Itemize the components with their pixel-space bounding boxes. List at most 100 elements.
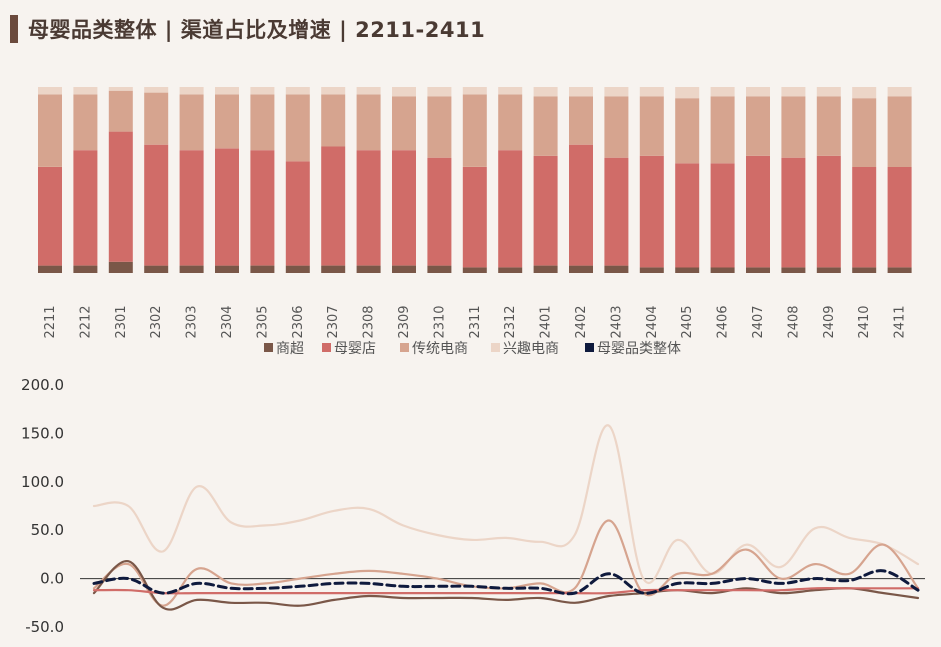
bar-segment [215,148,239,266]
bar-x-tick-label: 2411 [893,305,908,338]
bar-segment [356,87,381,95]
bar-segment [356,150,381,266]
bar-segment [569,87,593,97]
bar-segment [215,87,239,95]
line-y-tick-label: 200.0 [21,376,64,394]
bar-x-tick-label: 2402 [574,305,589,338]
bar-x-tick-label: 2405 [680,305,695,338]
bar-segment [746,96,770,156]
bar-segment [250,265,275,273]
bar-segment [533,87,558,97]
bar-segment [392,265,416,273]
bar-x-tick-label: 2309 [397,305,412,338]
legend-swatch [585,343,594,352]
bar-segment [675,267,700,273]
chart-title: 母婴品类整体 | 渠道占比及增速 | 2211-2411 [10,12,485,46]
bar-segment [887,87,912,97]
bar-segment [569,265,593,273]
bar-segment [356,94,381,151]
bar-x-tick-label: 2401 [539,305,554,338]
bar-segment [781,157,806,268]
bar-segment [852,267,877,273]
bar-segment [38,87,62,95]
bar-x-tick-label: 2310 [432,305,447,338]
line-series-overall [92,569,920,596]
legend-label: 母婴店 [334,341,376,357]
bar-segment [604,157,629,266]
stacked-bar-chart [38,87,912,273]
bar-segment [108,131,133,262]
bar-segment [250,150,275,266]
bar-x-tick-label: 2305 [255,305,270,338]
bar-segment [639,87,664,97]
legend-label: 商超 [276,341,304,357]
bar-segment [427,265,452,273]
bar-segment [533,265,558,273]
bar-segment [285,87,310,95]
bar-segment [144,144,169,266]
bar-segment [569,144,593,266]
legend-swatch [264,343,273,352]
bar-segment [73,150,98,266]
title-text: 母婴品类整体 | 渠道占比及增速 | 2211-2411 [28,18,486,42]
bar-segment [852,167,877,268]
bar-segment [356,265,381,273]
legend-swatch [400,343,409,352]
bar-segment [38,167,62,266]
bar-segment [321,94,346,147]
bar-x-axis-labels: 2211 2212 2301 2302 2303 2304 2305 2306 2307 2308… [43,305,908,338]
legend-swatch [491,343,500,352]
line-y-tick-label: 150.0 [21,424,64,442]
bar-segment [498,150,523,268]
bar-segment [498,87,523,95]
bar-segment [887,167,912,268]
bar-segment [781,87,806,97]
bar-segment [392,87,416,97]
bar-x-tick-label: 2311 [468,305,483,338]
bar-segment [427,157,452,266]
bar-segment [427,87,452,97]
bar-segment [321,146,346,266]
bar-segment [38,265,62,273]
bar-segment [816,87,841,97]
bar-segment [710,267,735,273]
bar-segment [179,150,204,266]
bar-segment [746,87,770,97]
bar-x-tick-label: 2211 [43,305,58,338]
bar-segment [710,96,735,164]
bar-segment [215,265,239,273]
bar-segment [639,155,664,268]
bar-segment [781,96,806,158]
bar-segment [179,94,204,151]
legend-label: 兴趣电商 [503,341,559,357]
bar-segment [179,265,204,273]
bar-segment [781,267,806,273]
bar-x-tick-label: 2302 [149,305,164,338]
bar-x-tick-label: 2403 [609,305,624,338]
bar-segment [604,265,629,273]
bar-segment [816,155,841,268]
bar-segment [816,96,841,156]
bar-segment [462,267,487,273]
bar-segment [108,261,133,273]
bar-segment [533,96,558,156]
bar-segment [639,267,664,273]
bar-segment [816,267,841,273]
bar-segment [852,98,877,167]
bar-segment [604,96,629,158]
bar-x-tick-label: 2301 [114,305,129,338]
legend-label: 母婴品类整体 [597,341,681,357]
bar-x-tick-label: 2408 [786,305,801,338]
bar-segment [427,96,452,158]
bar-segment [215,94,239,149]
bar-segment [462,87,487,95]
bar-x-tick-label: 2306 [291,305,306,338]
line-series-muyingdian [92,587,920,595]
bar-segment [285,161,310,266]
bar-segment [38,94,62,167]
title-accent-bar [10,15,18,43]
legend-label: 传统电商 [412,341,468,357]
bar-segment [710,87,735,97]
bar-x-tick-label: 2308 [362,305,377,338]
